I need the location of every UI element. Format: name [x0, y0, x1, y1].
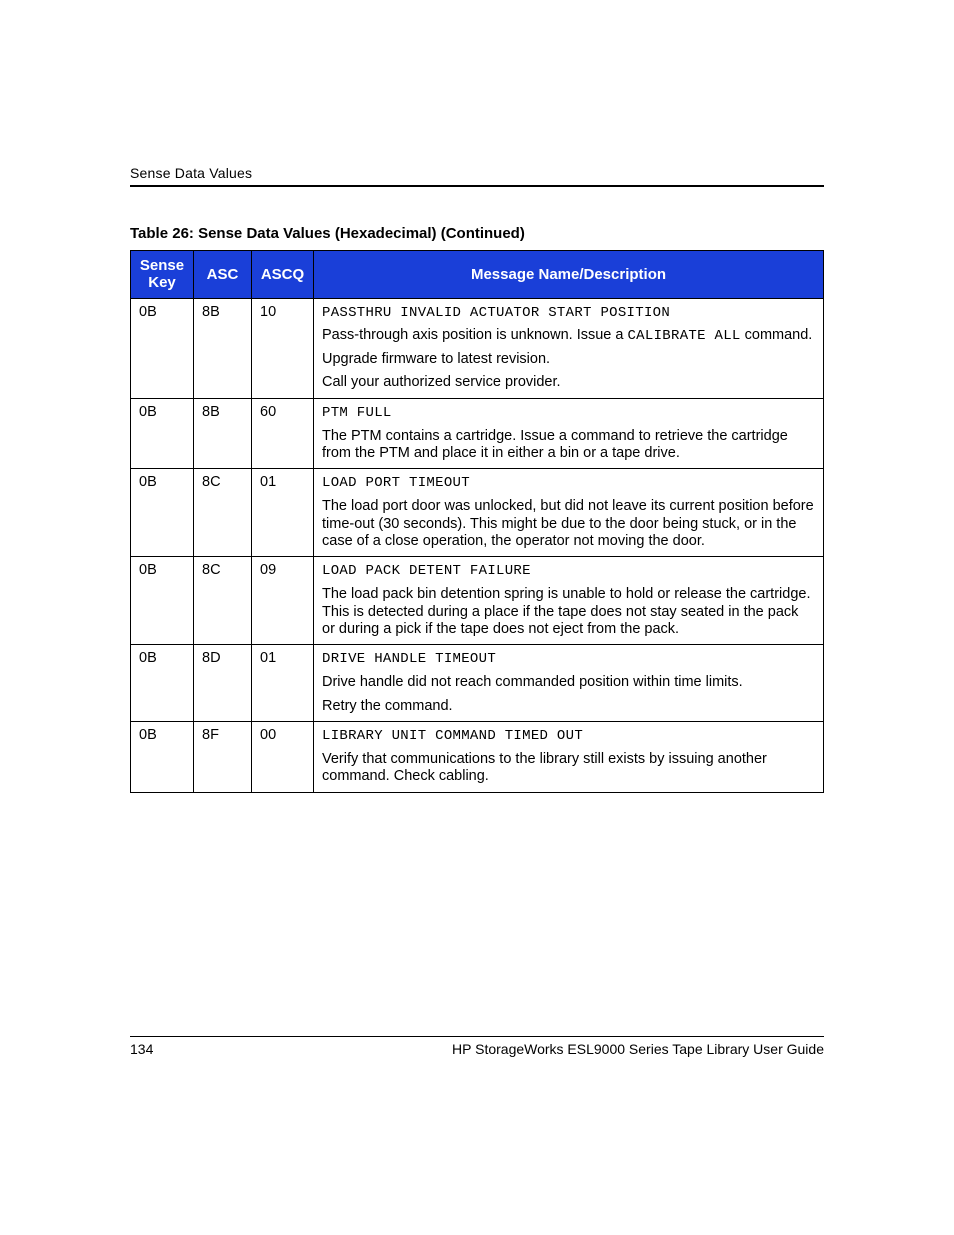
- th-message: Message Name/Description: [314, 251, 824, 299]
- cell-message: LOAD PORT TIMEOUT The load port door was…: [314, 469, 824, 557]
- cell-ascq: 00: [252, 721, 314, 792]
- cell-sense-key: 0B: [131, 298, 194, 398]
- cell-message: LOAD PACK DETENT FAILURE The load pack b…: [314, 557, 824, 645]
- footer-rule: [130, 1036, 824, 1037]
- cell-ascq: 09: [252, 557, 314, 645]
- msg-line: Call your authorized service provider.: [322, 374, 815, 391]
- th-ascq: ASCQ: [252, 251, 314, 299]
- msg-title: LIBRARY UNIT COMMAND TIMED OUT: [322, 728, 583, 744]
- cell-ascq: 60: [252, 398, 314, 469]
- table-row: 0B 8D 01 DRIVE HANDLE TIMEOUT Drive hand…: [131, 645, 824, 722]
- table-caption: Table 26: Sense Data Values (Hexadecimal…: [130, 225, 824, 242]
- table-row: 0B 8C 01 LOAD PORT TIMEOUT The load port…: [131, 469, 824, 557]
- cell-sense-key: 0B: [131, 721, 194, 792]
- msg-line: The PTM contains a cartridge. Issue a co…: [322, 428, 815, 463]
- cell-message: DRIVE HANDLE TIMEOUT Drive handle did no…: [314, 645, 824, 722]
- table-row: 0B 8B 10 PASSTHRU INVALID ACTUATOR START…: [131, 298, 824, 398]
- msg-line: The load pack bin detention spring is un…: [322, 586, 815, 638]
- cell-sense-key: 0B: [131, 398, 194, 469]
- msg-title: LOAD PACK DETENT FAILURE: [322, 563, 531, 579]
- msg-title: PASSTHRU INVALID ACTUATOR START POSITION: [322, 305, 670, 321]
- running-head: Sense Data Values: [130, 165, 824, 181]
- th-asc: ASC: [194, 251, 252, 299]
- th-sense-key: Sense Key: [131, 251, 194, 299]
- msg-line: Drive handle did not reach commanded pos…: [322, 674, 815, 691]
- cell-asc: 8C: [194, 469, 252, 557]
- cell-ascq: 10: [252, 298, 314, 398]
- cell-message: LIBRARY UNIT COMMAND TIMED OUT Verify th…: [314, 721, 824, 792]
- cell-asc: 8D: [194, 645, 252, 722]
- cell-message: PTM FULL The PTM contains a cartridge. I…: [314, 398, 824, 469]
- table-header-row: Sense Key ASC ASCQ Message Name/Descript…: [131, 251, 824, 299]
- msg-line: Upgrade firmware to latest revision.: [322, 351, 815, 368]
- cell-sense-key: 0B: [131, 557, 194, 645]
- table-row: 0B 8F 00 LIBRARY UNIT COMMAND TIMED OUT …: [131, 721, 824, 792]
- cell-asc: 8C: [194, 557, 252, 645]
- msg-line: The load port door was unlocked, but did…: [322, 498, 815, 550]
- footer-title: HP StorageWorks ESL9000 Series Tape Libr…: [452, 1041, 824, 1057]
- msg-line: Retry the command.: [322, 698, 815, 715]
- page-number: 134: [130, 1041, 153, 1057]
- cell-sense-key: 0B: [131, 645, 194, 722]
- cell-ascq: 01: [252, 645, 314, 722]
- page-footer: 134 HP StorageWorks ESL9000 Series Tape …: [130, 1036, 824, 1057]
- msg-line: Verify that communications to the librar…: [322, 751, 815, 786]
- cell-ascq: 01: [252, 469, 314, 557]
- cell-asc: 8B: [194, 398, 252, 469]
- cell-asc: 8F: [194, 721, 252, 792]
- cell-asc: 8B: [194, 298, 252, 398]
- table-row: 0B 8C 09 LOAD PACK DETENT FAILURE The lo…: [131, 557, 824, 645]
- cell-message: PASSTHRU INVALID ACTUATOR START POSITION…: [314, 298, 824, 398]
- sense-data-table: Sense Key ASC ASCQ Message Name/Descript…: [130, 250, 824, 793]
- cell-sense-key: 0B: [131, 469, 194, 557]
- table-row: 0B 8B 60 PTM FULL The PTM contains a car…: [131, 398, 824, 469]
- page: Sense Data Values Table 26: Sense Data V…: [0, 0, 954, 1235]
- msg-title: LOAD PORT TIMEOUT: [322, 475, 470, 491]
- msg-title: PTM FULL: [322, 405, 392, 421]
- header-rule: [130, 185, 824, 187]
- msg-title: DRIVE HANDLE TIMEOUT: [322, 651, 496, 667]
- msg-line: Pass-through axis position is unknown. I…: [322, 327, 815, 345]
